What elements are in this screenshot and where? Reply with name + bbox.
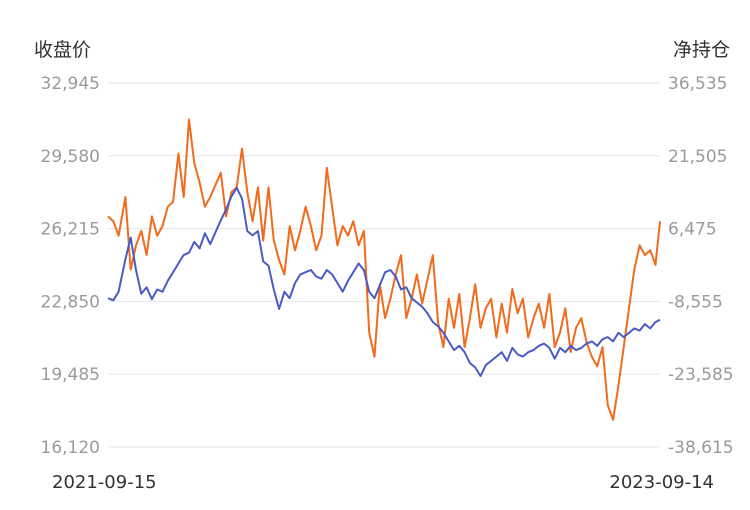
- series-line-close-price: [107, 186, 661, 377]
- y-right-tick-label: 36,535: [668, 74, 727, 94]
- y-right-tick-label: 6,475: [668, 220, 717, 240]
- y-right-ticks: 36,535 21,505 6,475 -8,555 -23,585 -38,615: [668, 74, 734, 458]
- y-left-tick-label: 26,215: [41, 220, 100, 240]
- x-tick-end: 2023-09-14: [609, 472, 714, 493]
- y-left-tick-label: 32,945: [41, 74, 100, 94]
- y-right-tick-label: -38,615: [668, 438, 734, 458]
- series-line-net-position: [107, 118, 661, 421]
- x-tick-start: 2021-09-15: [52, 472, 157, 493]
- y-left-tick-label: 29,580: [41, 147, 100, 167]
- y-right-tick-label: 21,505: [668, 147, 727, 167]
- y-left-tick-label: 22,850: [41, 292, 100, 312]
- y-left-tick-label: 16,120: [41, 438, 100, 458]
- y-right-tick-label: -8,555: [668, 292, 723, 312]
- y-right-title: 净持仓: [673, 39, 730, 61]
- gridlines: [108, 82, 660, 448]
- y-right-tick-label: -23,585: [668, 365, 734, 385]
- y-left-tick-label: 19,485: [41, 365, 100, 385]
- y-left-ticks: 32,945 29,580 26,215 22,850 19,485 16,120: [41, 74, 100, 458]
- y-left-title: 收盘价: [34, 39, 91, 61]
- series-group: [107, 118, 661, 421]
